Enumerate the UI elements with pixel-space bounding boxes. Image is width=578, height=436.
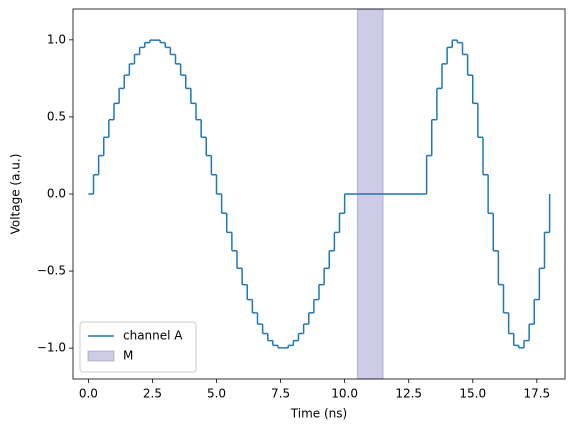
x-tick-label: 12.5 <box>395 387 422 401</box>
y-tick-label: −0.5 <box>37 264 66 278</box>
x-tick-label: 2.5 <box>143 387 162 401</box>
series-line <box>88 39 551 349</box>
x-axis-label: Time (ns) <box>290 407 347 421</box>
y-tick-label: 1.0 <box>47 32 66 46</box>
x-tick-label: 10.0 <box>331 387 358 401</box>
x-tick-label: 0.0 <box>79 387 98 401</box>
legend-label: M <box>123 349 133 363</box>
x-tick-label: 5.0 <box>207 387 226 401</box>
x-tick-label: 7.5 <box>271 387 290 401</box>
legend-patch <box>87 350 115 362</box>
y-tick-label: 0.0 <box>47 187 66 201</box>
legend-box <box>79 321 197 373</box>
y-tick-label: −1.0 <box>37 341 66 355</box>
y-tick-label: 0.5 <box>47 109 66 123</box>
x-tick-label: 15.0 <box>459 387 486 401</box>
legend-label: channel A <box>123 329 183 343</box>
x-tick-label: 17.5 <box>523 387 550 401</box>
y-axis-label: Voltage (a.u.) <box>9 154 23 235</box>
